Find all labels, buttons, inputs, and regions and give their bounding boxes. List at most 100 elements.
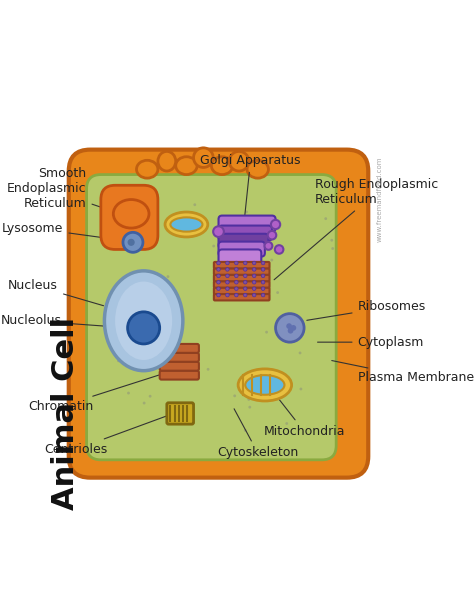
Ellipse shape <box>158 151 176 171</box>
Circle shape <box>235 287 238 291</box>
Circle shape <box>115 213 118 216</box>
Text: Cytoplasm: Cytoplasm <box>318 336 424 349</box>
Circle shape <box>128 238 135 246</box>
Text: Centrioles: Centrioles <box>45 416 166 455</box>
Circle shape <box>235 274 238 278</box>
Ellipse shape <box>245 375 284 395</box>
Text: Lysosome: Lysosome <box>2 221 121 240</box>
Ellipse shape <box>137 161 158 178</box>
Circle shape <box>128 312 160 344</box>
Ellipse shape <box>176 157 197 175</box>
Circle shape <box>275 245 283 254</box>
Circle shape <box>261 274 265 278</box>
Circle shape <box>179 311 182 314</box>
Circle shape <box>261 261 265 265</box>
Circle shape <box>300 387 302 390</box>
FancyBboxPatch shape <box>214 275 270 281</box>
FancyBboxPatch shape <box>101 185 158 249</box>
Circle shape <box>247 398 250 401</box>
Circle shape <box>244 268 247 271</box>
Circle shape <box>286 323 292 329</box>
Circle shape <box>235 261 238 265</box>
Circle shape <box>123 232 143 253</box>
Circle shape <box>122 204 125 207</box>
Ellipse shape <box>104 271 183 371</box>
Circle shape <box>226 261 229 265</box>
Circle shape <box>139 240 142 243</box>
FancyBboxPatch shape <box>219 242 265 257</box>
Circle shape <box>217 281 220 284</box>
Circle shape <box>268 231 276 240</box>
Circle shape <box>288 328 293 333</box>
Circle shape <box>264 242 273 250</box>
Ellipse shape <box>211 157 233 175</box>
Circle shape <box>235 281 238 284</box>
Circle shape <box>330 239 333 242</box>
Circle shape <box>193 204 196 206</box>
Circle shape <box>127 392 130 395</box>
Circle shape <box>213 226 224 237</box>
Circle shape <box>217 261 220 265</box>
Ellipse shape <box>115 281 172 360</box>
Text: Ribosomes: Ribosomes <box>307 300 426 321</box>
FancyBboxPatch shape <box>160 353 199 362</box>
Circle shape <box>177 416 180 419</box>
Circle shape <box>226 274 229 278</box>
Text: Cytoskeleton: Cytoskeleton <box>217 409 298 459</box>
Ellipse shape <box>193 148 213 167</box>
Circle shape <box>265 330 268 333</box>
FancyBboxPatch shape <box>167 403 193 424</box>
Circle shape <box>244 274 247 278</box>
Circle shape <box>174 349 177 352</box>
Circle shape <box>124 194 127 197</box>
FancyBboxPatch shape <box>214 287 270 294</box>
Circle shape <box>244 293 247 297</box>
Circle shape <box>275 314 304 342</box>
Circle shape <box>299 351 301 354</box>
Circle shape <box>245 210 248 213</box>
Circle shape <box>252 281 256 284</box>
FancyBboxPatch shape <box>87 175 336 460</box>
Text: www.freemandfreid.com: www.freemandfreid.com <box>376 157 383 242</box>
Circle shape <box>226 293 229 297</box>
FancyBboxPatch shape <box>214 262 270 268</box>
Circle shape <box>217 274 220 278</box>
Text: Plasma Membrane: Plasma Membrane <box>332 360 474 384</box>
Circle shape <box>207 368 210 371</box>
FancyBboxPatch shape <box>214 294 270 300</box>
FancyBboxPatch shape <box>219 216 275 232</box>
Circle shape <box>226 268 229 271</box>
Circle shape <box>252 268 256 271</box>
Circle shape <box>135 317 137 320</box>
Text: Chromatin: Chromatin <box>28 375 159 413</box>
Circle shape <box>149 395 152 398</box>
Circle shape <box>197 373 200 376</box>
Circle shape <box>143 402 146 405</box>
FancyBboxPatch shape <box>69 150 368 478</box>
Text: Golgi Apparatus: Golgi Apparatus <box>201 154 301 226</box>
Circle shape <box>244 287 247 291</box>
Circle shape <box>166 275 169 278</box>
Circle shape <box>235 268 238 271</box>
FancyBboxPatch shape <box>214 268 270 275</box>
Ellipse shape <box>229 151 249 171</box>
Circle shape <box>276 291 279 294</box>
Circle shape <box>120 224 123 227</box>
Ellipse shape <box>165 212 208 237</box>
Circle shape <box>291 325 296 331</box>
Ellipse shape <box>113 200 149 228</box>
Circle shape <box>226 287 229 291</box>
Text: Animal Cell: Animal Cell <box>51 317 80 510</box>
Circle shape <box>217 268 220 271</box>
Circle shape <box>261 281 265 284</box>
FancyBboxPatch shape <box>160 371 199 379</box>
Circle shape <box>261 293 265 297</box>
Circle shape <box>233 394 236 397</box>
Circle shape <box>252 274 256 278</box>
Ellipse shape <box>170 218 202 232</box>
Ellipse shape <box>238 369 292 401</box>
Text: Smooth
Endoplasmic
Reticulum: Smooth Endoplasmic Reticulum <box>7 167 118 213</box>
Circle shape <box>246 264 249 267</box>
Circle shape <box>108 237 111 240</box>
Text: Rough Endoplasmic
Reticulum: Rough Endoplasmic Reticulum <box>274 178 438 280</box>
